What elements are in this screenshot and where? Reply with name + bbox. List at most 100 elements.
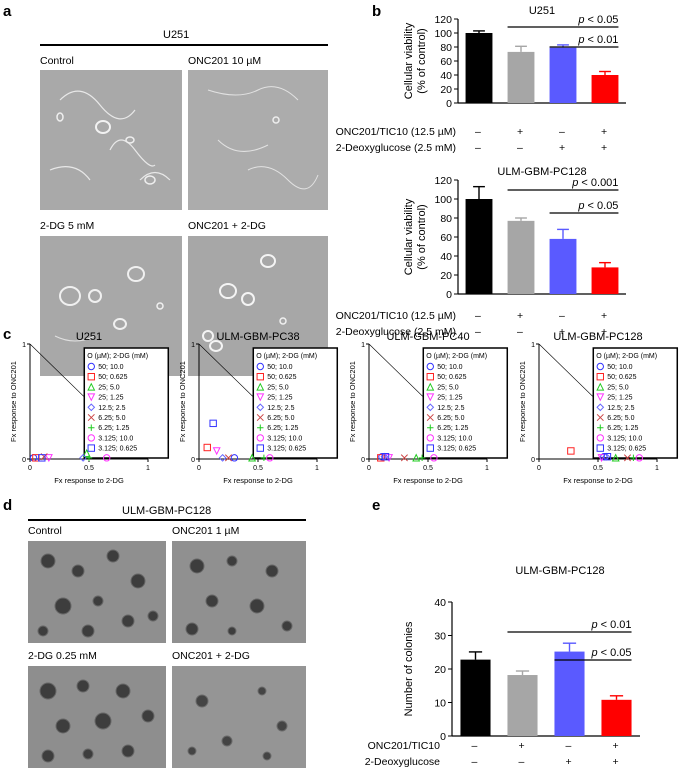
x-tick-label: 0	[28, 465, 32, 472]
y-tick-label: 40	[434, 597, 446, 609]
panel-label-e: e	[372, 497, 381, 514]
legend-entry-5: 12.5; 2.5	[98, 405, 125, 412]
legend-entry-2: 50; 0.625	[437, 374, 466, 381]
legend-entry-4: 25; 1.25	[98, 395, 123, 402]
condition-sign: –	[517, 142, 523, 154]
data-point-8	[103, 454, 111, 462]
data-point-4	[44, 454, 53, 463]
legend-entry-8: 3.125; 10.0	[607, 435, 642, 442]
y-tick-label: 60	[440, 56, 452, 68]
condition-sign: –	[559, 310, 565, 322]
y-axis-label: Fx response to ONC201	[518, 361, 527, 442]
condition-label-2: 2-Deoxyglucose	[364, 756, 440, 768]
y-axis-label-line2: (% of control)	[416, 28, 428, 93]
data-point-2	[567, 447, 575, 455]
data-point-6	[623, 454, 632, 462]
y-tick-label: 60	[440, 232, 452, 244]
legend-marker-6	[596, 413, 604, 422]
panel-a-caption-1: Control	[40, 55, 74, 67]
chart-title: ULM-GBM-PC40	[386, 331, 469, 343]
significance-label-2: p < 0.01	[577, 34, 618, 46]
legend-marker-8	[596, 434, 604, 442]
data-point-3	[611, 453, 620, 462]
panel-d-caption-2: ONC201 1 µM	[172, 525, 240, 537]
x-tick-label: 1	[485, 465, 489, 472]
legend-marker-2	[596, 373, 604, 381]
data-point-2	[32, 454, 40, 462]
legend-marker-8	[426, 434, 434, 442]
x-tick-label: 0.5	[423, 465, 433, 472]
legend-marker-5	[426, 403, 435, 412]
legend-marker-1	[426, 362, 434, 371]
y-tick-label: 1	[22, 342, 26, 349]
bar-3	[549, 238, 577, 294]
panel-a-caption-4: ONC201 + 2-DG	[188, 220, 266, 232]
y-tick-label: 1	[531, 342, 535, 349]
y-tick-label: 20	[440, 84, 452, 96]
legend-marker-4	[426, 393, 435, 402]
significance-value: < 0.05	[598, 647, 632, 659]
x-tick-label: 0	[367, 465, 371, 472]
legend-title: O (µM); 2-DG (mM)	[596, 353, 657, 360]
colony-image-control	[28, 541, 166, 643]
data-point-3	[248, 453, 257, 462]
panel-label-b: b	[372, 3, 382, 20]
micrograph-onc201	[188, 70, 328, 210]
x-axis-label: Fx response to 2-DG	[223, 476, 293, 485]
condition-label-1: ONC201/TIC10 (12.5 µM)	[335, 126, 456, 138]
significance-p: p	[571, 177, 578, 189]
significance-label-1: p < 0.001	[571, 177, 618, 189]
significance-p: p	[590, 619, 597, 631]
legend-marker-7	[257, 424, 264, 431]
legend-entry-7: 6.25; 1.25	[98, 425, 129, 432]
data-point-9	[209, 419, 217, 428]
y-tick-label: 0	[22, 457, 26, 464]
x-axis-label: Fx response to 2-DG	[563, 476, 633, 485]
legend-marker-4	[596, 393, 605, 402]
legend-marker-1	[256, 362, 264, 371]
legend-entry-9: 3.125; 0.625	[607, 446, 646, 453]
data-point-2	[203, 443, 211, 452]
panel-label-c: c	[3, 326, 12, 343]
legend-marker-8	[256, 434, 264, 442]
significance-p: p	[577, 200, 584, 212]
y-tick-label: 0	[361, 457, 365, 464]
legend-marker-4	[87, 393, 96, 402]
condition-sign: –	[475, 126, 481, 138]
legend-entry-4: 25; 1.25	[437, 395, 462, 402]
legend-entry-9: 3.125; 0.625	[98, 446, 137, 453]
colony-image-2dg	[28, 666, 166, 768]
condition-sign: –	[559, 126, 565, 138]
y-axis-label-group: Fx response to ONC201	[9, 361, 18, 442]
legend-entry-2: 50; 0.625	[267, 374, 296, 381]
micrograph-control	[40, 70, 182, 210]
panel-d-caption-4: ONC201 + 2-DG	[172, 650, 250, 662]
significance-p: p	[577, 34, 584, 46]
panel-d-caption-1: Control	[28, 525, 62, 537]
bar-1	[465, 33, 493, 103]
x-tick-label: 1	[315, 465, 319, 472]
legend-marker-9	[87, 444, 95, 452]
condition-sign: +	[517, 310, 524, 322]
legend-entry-3: 25; 5.0	[98, 384, 120, 391]
significance-value: < 0.05	[584, 14, 618, 26]
x-tick-label: 1	[146, 465, 150, 472]
legend-entry-2: 50; 0.625	[98, 374, 127, 381]
legend-marker-4	[256, 393, 265, 402]
legend-marker-7	[597, 424, 604, 431]
legend-entry-3: 25; 5.0	[437, 384, 459, 391]
legend-entry-6: 6.25; 5.0	[607, 415, 634, 422]
condition-sign: –	[471, 740, 478, 752]
y-tick-label: 1	[191, 342, 195, 349]
data-point-9	[603, 453, 612, 461]
legend-entry-8: 3.125; 10.0	[267, 435, 302, 442]
data-point-6	[224, 454, 233, 462]
colony-image-combination	[172, 666, 306, 768]
legend-marker-5	[256, 403, 265, 412]
legend-entry-1: 50; 10.0	[437, 364, 462, 371]
bar-2	[507, 675, 538, 736]
legend-marker-3	[256, 382, 265, 391]
data-point-3	[412, 453, 421, 462]
